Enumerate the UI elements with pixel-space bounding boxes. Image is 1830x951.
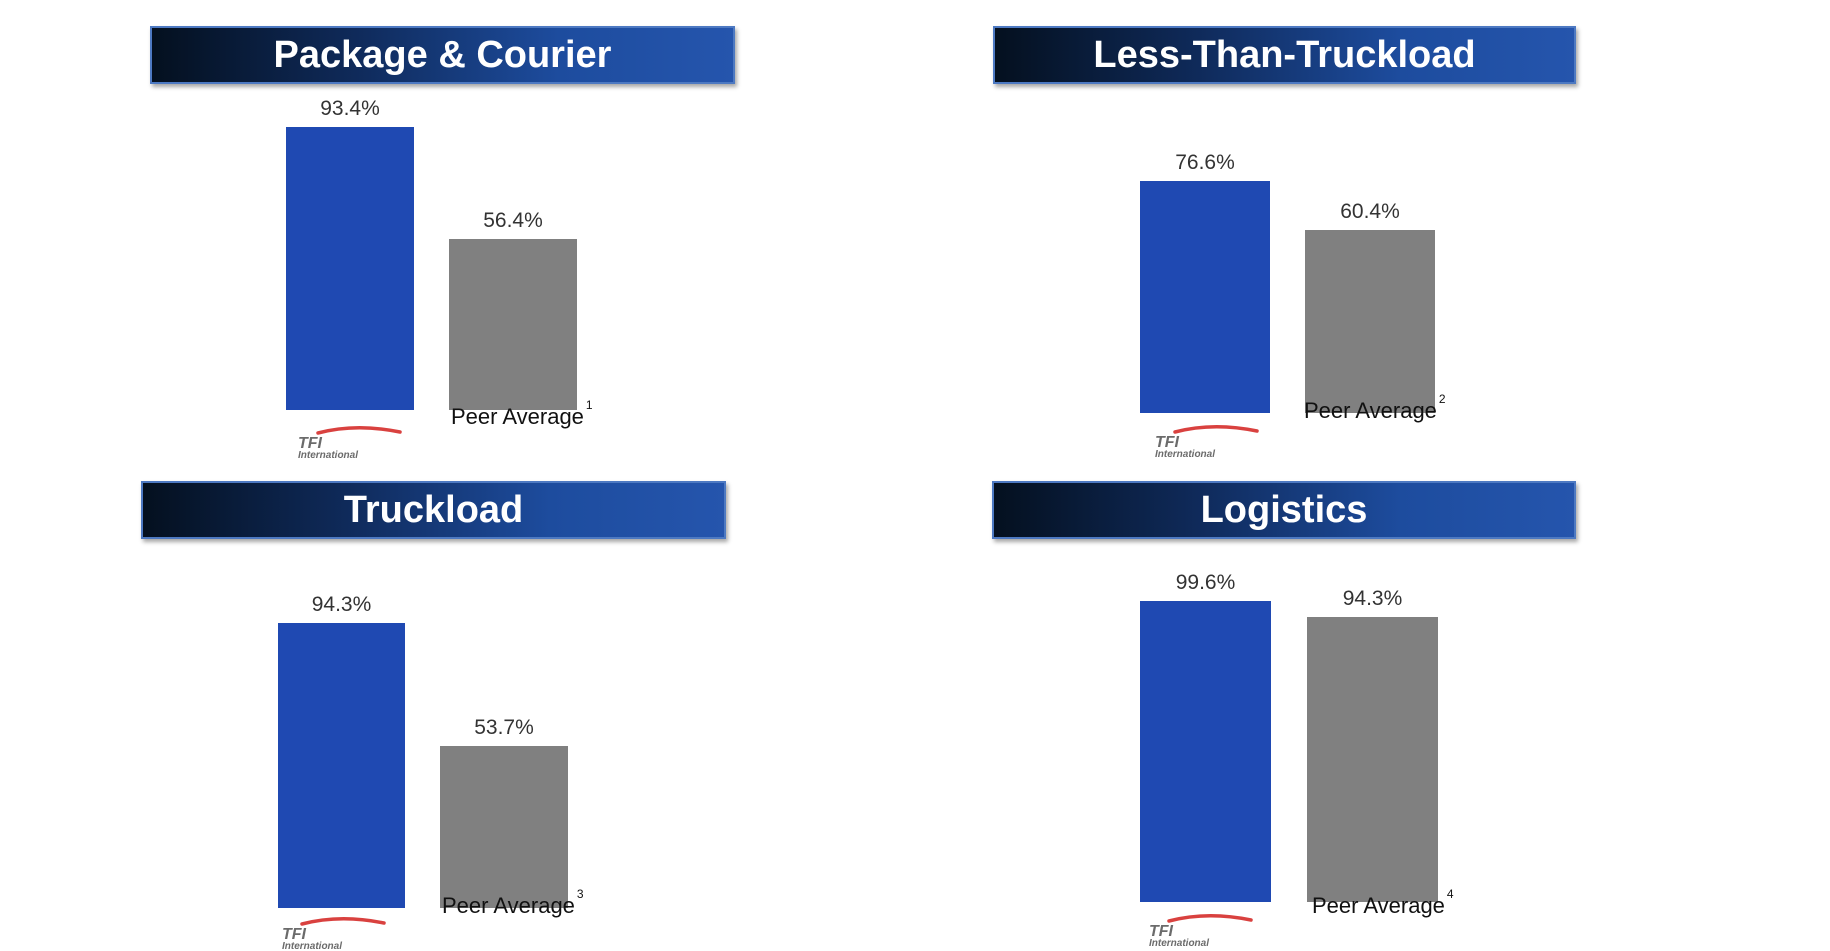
data-label: 76.6% — [1175, 151, 1235, 175]
bar-peer-average — [449, 239, 577, 410]
bar-peer-average — [440, 745, 568, 908]
chart-title: Truckload — [141, 481, 726, 539]
data-label: 56.4% — [483, 209, 543, 233]
svg-text:International: International — [1149, 938, 1209, 948]
footnote-marker: 2 — [1438, 392, 1446, 406]
category-label-text: Peer Average — [442, 893, 575, 918]
data-label: 94.3% — [1342, 586, 1403, 610]
chart-title: Less-Than-Truckload — [993, 26, 1576, 84]
bar-tfi-international — [278, 622, 405, 908]
tfi-international-logo-icon: TFI International — [296, 424, 406, 460]
category-label-text: Peer Average — [1312, 893, 1445, 918]
footnote-marker: 3 — [576, 887, 584, 901]
data-label: 53.7% — [474, 715, 534, 739]
tfi-international-logo-icon: TFI International — [1147, 912, 1257, 948]
category-label-peer-average: Peer Average 4 — [1312, 887, 1454, 919]
svg-text:TFI: TFI — [1155, 434, 1180, 451]
bar-peer-average — [1305, 230, 1435, 413]
svg-text:International: International — [282, 941, 342, 951]
data-label: 94.3% — [311, 592, 372, 616]
category-label-text: Peer Average — [451, 404, 584, 429]
svg-text:International: International — [1155, 449, 1215, 459]
data-label: 93.4% — [320, 97, 380, 121]
chart-title: Package & Courier — [150, 26, 735, 84]
category-label-peer-average: Peer Average 3 — [442, 887, 584, 919]
bar-tfi-international — [1140, 600, 1271, 902]
svg-text:TFI: TFI — [1149, 923, 1174, 940]
footnote-marker: 4 — [1446, 887, 1454, 901]
footnote-marker: 1 — [585, 398, 593, 412]
category-label-peer-average: Peer Average 2 — [1304, 392, 1446, 424]
tfi-international-logo-icon: TFI International — [1153, 423, 1263, 459]
bar-peer-average — [1307, 616, 1438, 902]
data-label: 99.6% — [1175, 570, 1236, 594]
data-label: 60.4% — [1340, 200, 1400, 224]
bar-tfi-international — [1140, 181, 1270, 413]
svg-text:TFI: TFI — [298, 435, 323, 452]
tfi-international-logo-icon: TFI International — [280, 915, 390, 951]
bar-tfi-international — [286, 127, 414, 410]
category-label-peer-average: Peer Average 1 — [451, 398, 593, 430]
category-label-text: Peer Average — [1304, 398, 1437, 423]
svg-text:TFI: TFI — [282, 926, 307, 943]
chart-title: Logistics — [992, 481, 1576, 539]
svg-text:International: International — [298, 450, 358, 460]
